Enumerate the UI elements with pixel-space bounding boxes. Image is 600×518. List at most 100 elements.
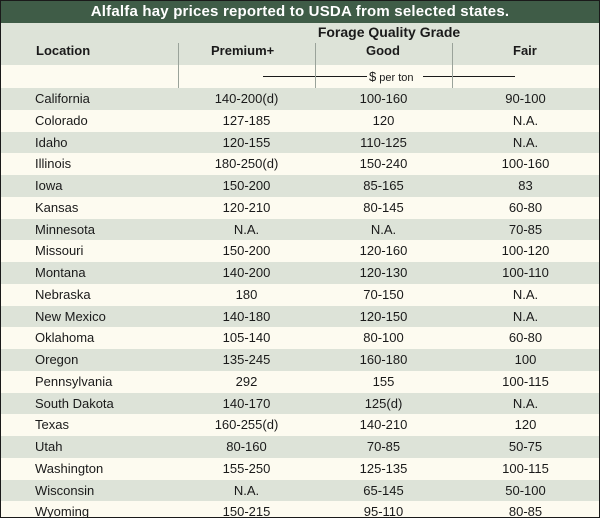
premium-price-cell: 140-200	[222, 265, 271, 280]
fair-price-cell: 60-80	[508, 199, 543, 215]
location-cell: Oregon	[35, 352, 79, 367]
fair-price-cell: 100-120	[501, 243, 550, 259]
premium-price-cell: 105-140	[222, 330, 271, 346]
location-header: Location	[36, 43, 91, 58]
column-divider	[315, 43, 316, 517]
good-price-cell: 95-110	[363, 504, 404, 518]
good-price-cell: 110-125	[360, 134, 407, 150]
location-cell: Texas	[35, 417, 69, 433]
good-price-cell: 140-210	[359, 417, 408, 433]
premium-price-cell: 140-180	[222, 308, 271, 324]
premium-price-cell: 127-185	[222, 112, 271, 128]
units-rule-right	[423, 76, 515, 77]
fair-price-cell: N.A.	[512, 286, 539, 302]
premium-price-cell: N.A.	[233, 482, 260, 498]
premium-price-cell: 180	[235, 286, 258, 302]
location-cell: Wisconsin	[35, 482, 95, 498]
location-cell: South Dakota	[35, 395, 114, 411]
premium-price-cell: 140-200(d)	[214, 91, 279, 106]
table-row: Illinois 180-250(d) 150-240 100-160	[1, 153, 599, 175]
premium-price-cell: 160-255(d)	[214, 417, 279, 433]
units-row: $ per ton	[1, 65, 599, 88]
fair-price-cell: 60-80	[508, 330, 543, 346]
table-title: Alfalfa hay prices reported to USDA from…	[1, 1, 599, 23]
good-price-cell: 160-180	[359, 352, 408, 367]
fair-price-cell: 100	[514, 352, 537, 367]
table-row: Idaho 120-155 110-125 N.A.	[1, 131, 599, 154]
table-row: Kansas 120-210 80-145 60-80	[1, 196, 599, 219]
location-cell: Minnesota	[35, 221, 95, 237]
table-row: California 140-200(d) 100-160 90-100	[1, 88, 599, 110]
units-text: per ton	[379, 72, 414, 84]
premium-price-cell: N.A.	[233, 221, 260, 237]
premium-price-cell: 150-200	[222, 243, 271, 259]
good-price-cell: 85-165	[363, 178, 404, 193]
fair-price-cell: 70-85	[508, 221, 543, 237]
premium-header: Premium+	[211, 43, 275, 58]
table-row: Oregon 135-245 160-180 100	[1, 349, 599, 371]
table-row: Oklahoma 105-140 80-100 60-80	[1, 327, 599, 349]
table-row: Texas 160-255(d) 140-210 120	[1, 414, 599, 436]
table-row: Wisconsin N.A. 65-145 50-100	[1, 479, 599, 502]
location-cell: Nebraska	[35, 286, 91, 302]
table-row: Washington 155-250 125-135 100-115	[1, 457, 599, 480]
fair-header: Fair	[513, 43, 537, 58]
table-row: Montana 140-200 120-130 100-110	[1, 262, 599, 284]
location-cell: New Mexico	[35, 308, 106, 324]
table-row: New Mexico 140-180 120-150 N.A.	[1, 305, 599, 328]
good-price-cell: 120-130	[359, 265, 408, 280]
location-cell: Kansas	[35, 199, 79, 215]
price-table: California 140-200(d) 100-160 90-100 Colorad…	[1, 88, 599, 518]
premium-price-cell: 80-160	[226, 439, 267, 454]
good-price-cell: 125(d)	[364, 395, 403, 411]
premium-price-cell: 292	[235, 373, 258, 389]
good-price-cell: 80-145	[363, 199, 404, 215]
location-cell: Missouri	[35, 243, 84, 259]
fair-price-cell: 100-115	[502, 373, 549, 389]
premium-price-cell: 140-170	[222, 395, 271, 411]
table-row: Iowa 150-200 85-165 83	[1, 175, 599, 197]
table-row: Wyoming 150-215 95-110 80-85	[1, 501, 599, 518]
good-price-cell: 120-160	[359, 243, 408, 259]
table-row: Pennsylvania 292 155 100-115	[1, 370, 599, 393]
location-cell: Pennsylvania	[35, 373, 113, 389]
price-table-body: California 140-200(d) 100-160 90-100 Colorad…	[1, 88, 599, 518]
table-row: Utah 80-160 70-85 50-75	[1, 436, 599, 458]
location-cell: Iowa	[35, 178, 63, 193]
good-price-cell: 100-160	[359, 91, 408, 106]
location-cell: Utah	[35, 439, 63, 454]
fair-price-cell: N.A.	[512, 112, 539, 128]
fair-price-cell: 100-110	[502, 265, 549, 280]
location-cell: California	[35, 91, 90, 106]
table-row: Nebraska 180 70-150 N.A.	[1, 283, 599, 306]
fair-price-cell: 100-115	[502, 460, 549, 476]
good-price-cell: 70-150	[363, 286, 404, 302]
good-price-cell: 120-150	[359, 308, 408, 324]
good-price-cell: 155	[372, 373, 395, 389]
good-price-cell: N.A.	[370, 221, 397, 237]
fair-price-cell: 120	[514, 417, 537, 433]
table-row: South Dakota 140-170 125(d) N.A.	[1, 392, 599, 415]
fair-price-cell: N.A.	[512, 395, 539, 411]
fair-price-cell: 50-75	[508, 439, 543, 454]
column-divider	[178, 43, 179, 517]
column-divider	[452, 43, 453, 517]
good-price-cell: 65-145	[363, 482, 404, 498]
premium-price-cell: 120-210	[222, 199, 271, 215]
location-cell: Illinois	[35, 156, 72, 172]
location-cell: Oklahoma	[35, 330, 95, 346]
premium-price-cell: 180-250(d)	[214, 156, 279, 172]
premium-price-cell: 135-245	[222, 352, 271, 367]
forage-quality-grade-header: Forage Quality Grade	[317, 24, 461, 40]
fair-price-cell: 50-100	[505, 482, 546, 498]
table-row: Missouri 150-200 120-160 100-120	[1, 240, 599, 262]
location-cell: Wyoming	[35, 504, 90, 518]
units-symbol: $	[369, 69, 377, 84]
premium-price-cell: 120-155	[222, 134, 271, 150]
good-price-cell: 70-85	[366, 439, 401, 454]
premium-price-cell: 155-250	[222, 460, 271, 476]
fair-price-cell: 80-85	[508, 504, 543, 518]
good-price-cell: 80-100	[363, 330, 404, 346]
table-row: Colorado 127-185 120 N.A.	[1, 109, 599, 132]
